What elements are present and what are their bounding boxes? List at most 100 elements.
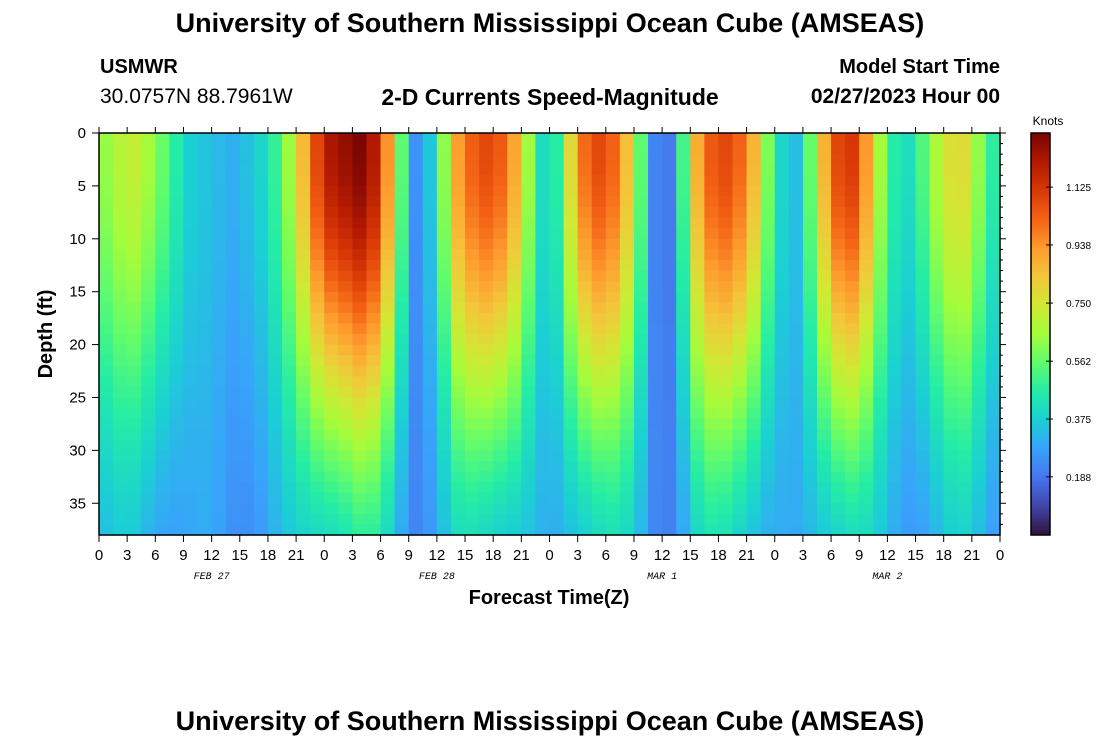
heatmap-cell: [802, 185, 818, 198]
x-tick-label: 0: [95, 547, 103, 564]
heatmap-cell: [197, 207, 213, 219]
heatmap-cell: [267, 439, 283, 451]
heatmap-cell: [324, 312, 339, 325]
heatmap-cell: [549, 270, 565, 282]
heatmap-cell: [169, 143, 185, 155]
heatmap-cell: [788, 249, 804, 261]
heatmap-cell: [450, 355, 466, 367]
heatmap-cell: [648, 259, 663, 272]
heatmap-cell: [535, 429, 551, 441]
heatmap-cell: [732, 418, 748, 430]
x-tick-label: 15: [682, 547, 699, 564]
heatmap-cell: [394, 503, 410, 515]
heatmap-cell: [619, 143, 635, 155]
heatmap-cell: [816, 355, 832, 367]
heatmap-cell: [859, 154, 874, 166]
heatmap-cell: [760, 376, 776, 388]
heatmap-cell: [648, 524, 663, 536]
heatmap-cell: [99, 471, 114, 483]
heatmap-cell: [197, 503, 213, 515]
heatmap-cell: [704, 302, 720, 314]
heatmap-cell: [352, 482, 368, 494]
heatmap-cell: [183, 492, 199, 504]
heatmap-cell: [239, 164, 255, 176]
heatmap-cell: [577, 513, 593, 526]
heatmap-cell: [662, 503, 677, 515]
heatmap-cell: [465, 302, 480, 314]
heatmap-cell: [887, 460, 903, 473]
heatmap-cell: [450, 334, 466, 346]
heatmap-cell: [549, 376, 565, 388]
heatmap-cell: [845, 386, 860, 399]
heatmap-cell: [211, 249, 227, 261]
heatmap-cell: [718, 418, 734, 430]
heatmap-cell: [704, 524, 720, 536]
x-tick-label: 21: [738, 547, 755, 564]
heatmap-cell: [99, 259, 114, 272]
heatmap-cell: [310, 133, 325, 145]
heatmap-cell: [310, 185, 325, 198]
heatmap-cell: [676, 503, 691, 515]
heatmap-cell: [253, 133, 269, 145]
x-tick-label: 6: [602, 547, 610, 564]
heatmap-cell: [141, 238, 156, 250]
heatmap-cell: [577, 397, 593, 409]
heatmap-cell: [887, 344, 903, 356]
heatmap-cell: [957, 482, 973, 494]
heatmap-cell: [563, 196, 579, 208]
heatmap-cell: [169, 164, 185, 176]
heatmap-cell: [324, 207, 339, 219]
heatmap-cell: [169, 513, 185, 526]
heatmap-cell: [127, 471, 142, 483]
heatmap-cell: [127, 228, 142, 240]
heatmap-cell: [915, 175, 931, 187]
heatmap-cell: [183, 259, 199, 272]
heatmap-cell: [845, 450, 860, 462]
heatmap-cell: [225, 460, 241, 473]
x-tick-label: 18: [260, 547, 277, 564]
heatmap-cell: [408, 291, 424, 303]
heatmap-cell: [479, 196, 494, 208]
heatmap-cell: [718, 291, 734, 303]
heatmap-cell: [521, 238, 537, 250]
heatmap-cell: [507, 355, 522, 367]
heatmap-cell: [563, 217, 579, 229]
heatmap-cell: [591, 323, 607, 335]
heatmap-cell: [450, 524, 466, 536]
heatmap-cell: [422, 439, 438, 451]
heatmap-cell: [493, 291, 508, 303]
heatmap-cell: [802, 439, 818, 451]
heatmap-cell: [493, 418, 508, 430]
heatmap-cell: [282, 291, 297, 303]
heatmap-cell: [141, 270, 156, 282]
heatmap-cell: [310, 334, 325, 346]
heatmap-cell: [802, 524, 818, 536]
heatmap-cell: [788, 238, 804, 250]
heatmap-cell: [831, 207, 846, 219]
heatmap-cell: [436, 312, 452, 325]
heatmap-cell: [493, 471, 508, 483]
heatmap-cell: [816, 154, 832, 166]
heatmap-cell: [774, 302, 790, 314]
heatmap-cell: [141, 175, 156, 187]
heatmap-cell: [535, 154, 551, 166]
heatmap-cell: [901, 429, 917, 441]
colorbar-tick-label: 0.188: [1066, 473, 1091, 484]
heatmap-cell: [718, 270, 734, 282]
heatmap-cell: [127, 133, 142, 145]
heatmap-cell: [676, 334, 691, 346]
heatmap-cell: [957, 503, 973, 515]
heatmap-cell: [746, 365, 762, 377]
heatmap-cell: [183, 228, 199, 240]
heatmap-cell: [845, 196, 860, 208]
heatmap-cell: [648, 450, 663, 462]
heatmap-cell: [802, 281, 818, 293]
heatmap-cell: [324, 513, 339, 526]
heatmap-cell: [113, 312, 128, 325]
heatmap-cell: [169, 291, 185, 303]
heatmap-cell: [788, 207, 804, 219]
heatmap-cell: [957, 312, 973, 325]
heatmap-cell: [394, 524, 410, 536]
heatmap-cell: [408, 164, 424, 176]
heatmap-cell: [183, 270, 199, 282]
